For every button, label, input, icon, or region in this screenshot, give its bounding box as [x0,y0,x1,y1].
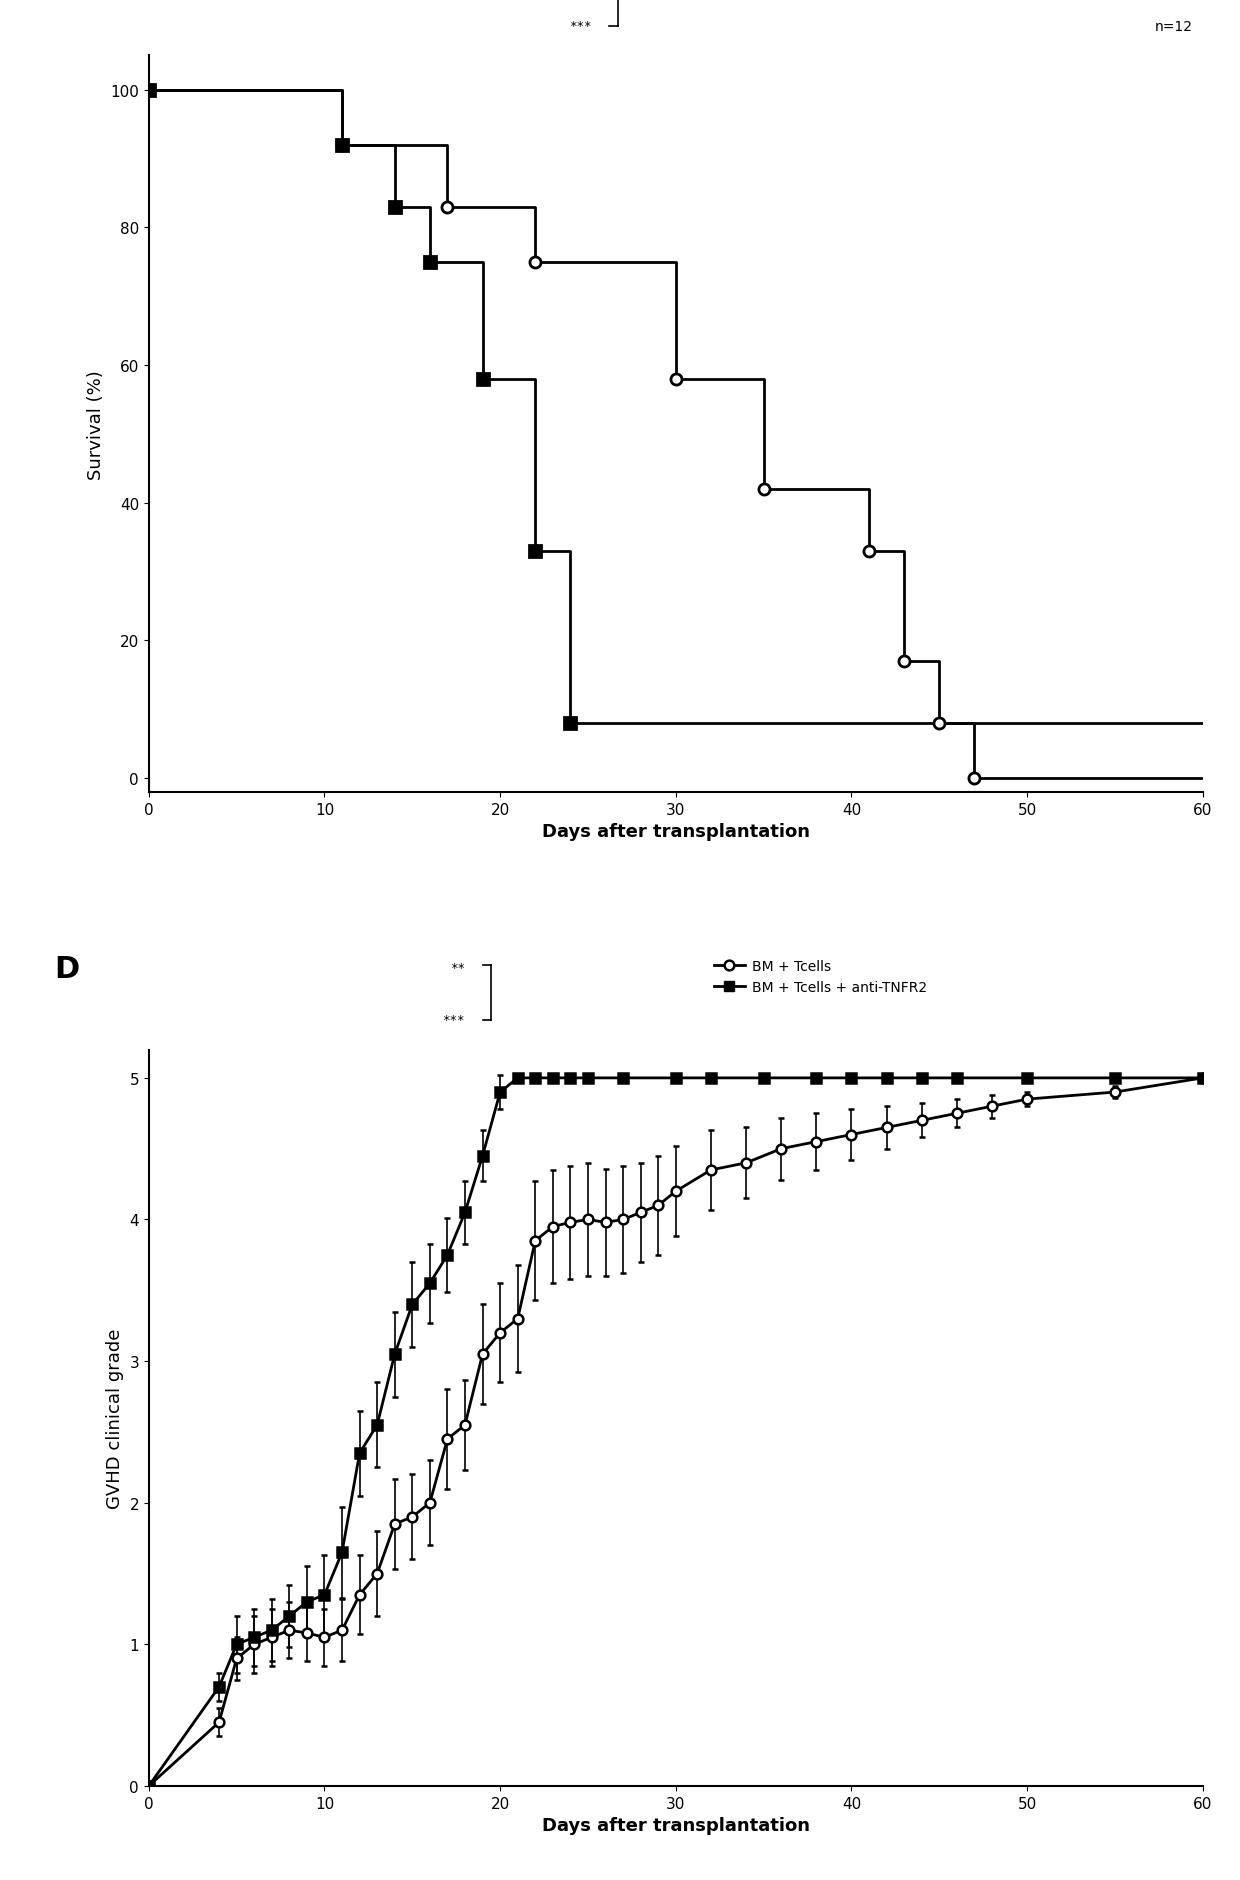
Text: **: ** [450,963,465,974]
Text: n=12: n=12 [1154,19,1193,34]
Y-axis label: Survival (%): Survival (%) [87,370,104,479]
Text: ***: *** [569,19,591,32]
Y-axis label: GVHD clinical grade: GVHD clinical grade [105,1327,124,1508]
Text: D: D [53,955,79,983]
Legend: BM + Tcells, BM + Tcells + anti-TNFR2: BM + Tcells, BM + Tcells + anti-TNFR2 [708,953,932,1000]
X-axis label: Days after transplantation: Days after transplantation [542,823,810,840]
X-axis label: Days after transplantation: Days after transplantation [542,1816,810,1835]
Text: ***: *** [443,1013,465,1026]
Legend: BM + Tcells, BM + Tcells (WT) + anti-TNFR2: BM + Tcells, BM + Tcells (WT) + anti-TNF… [787,0,1048,6]
